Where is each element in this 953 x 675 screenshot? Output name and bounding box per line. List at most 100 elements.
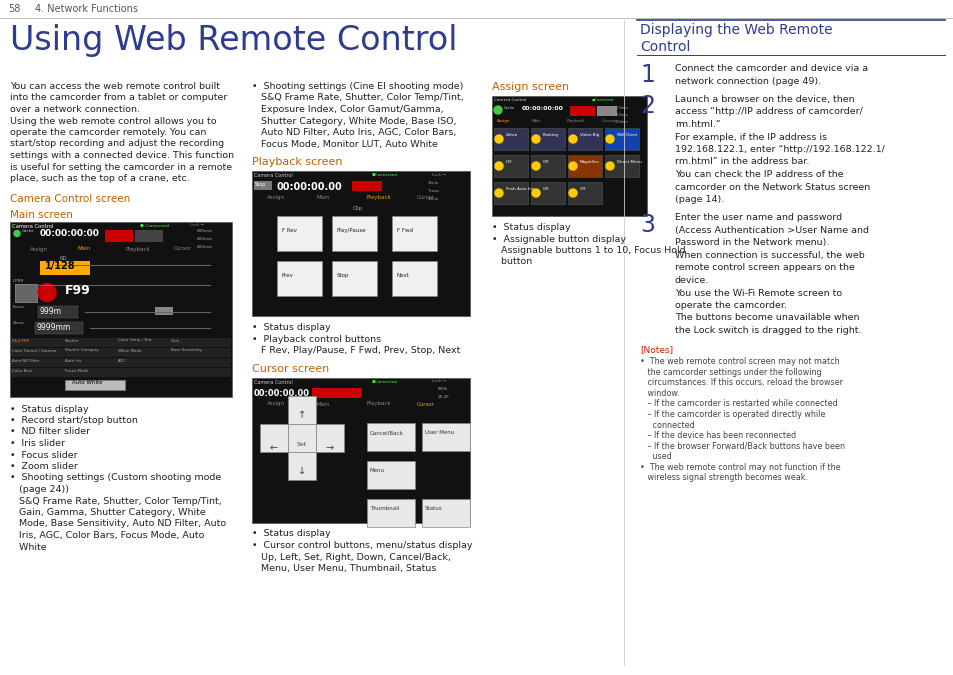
Text: •  Shooting settings (Cine EI shooting mode): • Shooting settings (Cine EI shooting mo…: [252, 82, 463, 91]
Bar: [11, 367, 231, 377]
Text: 600mm: 600mm: [196, 238, 213, 242]
Text: Auto ND Filter, Auto Iris, AGC, Color Bars,: Auto ND Filter, Auto Iris, AGC, Color Ba…: [252, 128, 456, 137]
Text: White Mode: White Mode: [118, 348, 141, 352]
Bar: [10, 221, 232, 396]
Text: Zebra: Zebra: [505, 133, 517, 137]
Text: Lock →: Lock →: [432, 379, 446, 383]
Text: 00:00:00:00: 00:00:00:00: [40, 230, 100, 238]
Text: •  Zoom slider: • Zoom slider: [10, 462, 78, 471]
Text: Playback: Playback: [367, 402, 392, 406]
Text: Main: Main: [78, 246, 91, 252]
Circle shape: [38, 284, 56, 302]
Text: remote control screen appears on the: remote control screen appears on the: [675, 263, 854, 273]
Bar: [135, 230, 163, 242]
Text: Shutter Category, White Mode, Base ISO,: Shutter Category, White Mode, Base ISO,: [252, 117, 456, 126]
Text: (Access Authentication >User Name and: (Access Authentication >User Name and: [675, 226, 868, 235]
Text: AGC: AGC: [118, 358, 126, 362]
Bar: [494, 155, 527, 177]
Text: Connect the camcorder and device via a: Connect the camcorder and device via a: [675, 64, 867, 73]
Text: 600mm: 600mm: [615, 106, 628, 110]
Text: Cursor: Cursor: [416, 195, 435, 200]
Text: Assign: Assign: [30, 246, 48, 252]
Bar: [597, 106, 617, 116]
Text: •  The web remote control screen may not match: • The web remote control screen may not …: [639, 358, 839, 367]
Text: Cache: Cache: [503, 106, 515, 110]
Bar: [253, 181, 272, 190]
Bar: [604, 155, 639, 177]
Bar: [352, 181, 381, 191]
Text: Displaying the Web Remote: Displaying the Web Remote: [639, 23, 832, 37]
Text: Playback screen: Playback screen: [252, 157, 342, 167]
Text: 58: 58: [8, 4, 20, 14]
Text: 192.168.122.1, enter “http://192.168.122.1/: 192.168.122.1, enter “http://192.168.122…: [675, 145, 884, 154]
Text: •  Playback control buttons: • Playback control buttons: [252, 335, 381, 344]
Text: operate the camcorder.: operate the camcorder.: [675, 301, 786, 310]
Text: 25.26: 25.26: [437, 396, 449, 400]
Text: Direct Menu: Direct Menu: [617, 160, 641, 164]
Bar: [252, 377, 470, 522]
Text: Playback: Playback: [367, 195, 392, 200]
Text: ↓: ↓: [297, 466, 306, 475]
Circle shape: [495, 135, 502, 143]
Text: over a network connection.: over a network connection.: [10, 105, 140, 114]
Text: Up, Left, Set, Right, Down, Cancel/Back,: Up, Left, Set, Right, Down, Cancel/Back,: [252, 553, 451, 562]
Text: Playback: Playback: [126, 246, 151, 252]
Text: Focus Mode: Focus Mode: [65, 369, 89, 373]
Text: 1/min: 1/min: [428, 181, 438, 185]
Bar: [367, 499, 415, 526]
Text: Off: Off: [579, 187, 586, 191]
Text: Focus Mode, Monitor LUT, Auto White: Focus Mode, Monitor LUT, Auto White: [252, 140, 437, 148]
Text: 3: 3: [639, 213, 655, 236]
Bar: [315, 423, 344, 452]
Text: Camera Control: Camera Control: [12, 223, 53, 229]
Bar: [288, 396, 315, 423]
Bar: [492, 96, 646, 216]
Text: Base Sensitivity: Base Sensitivity: [171, 348, 202, 352]
Bar: [11, 358, 231, 367]
Text: ●Connected: ●Connected: [592, 98, 614, 102]
Text: S&Q Frame Rate, Shutter, Color Temp/Tint,: S&Q Frame Rate, Shutter, Color Temp/Tint…: [252, 94, 463, 103]
Text: Off: Off: [505, 160, 512, 164]
Bar: [11, 348, 231, 356]
Text: ↑: ↑: [297, 410, 306, 419]
Text: 999m: 999m: [40, 308, 62, 317]
Text: Cursor: Cursor: [601, 119, 615, 123]
Text: Playback: Playback: [566, 119, 585, 123]
Text: Cursor: Cursor: [416, 402, 435, 406]
Text: used: used: [639, 452, 671, 461]
Text: ● Connected: ● Connected: [140, 223, 169, 227]
Text: Set: Set: [296, 441, 307, 446]
Bar: [567, 182, 601, 204]
Text: •  Focus slider: • Focus slider: [10, 450, 77, 460]
Text: When connection is successful, the web: When connection is successful, the web: [675, 251, 863, 260]
Text: Auto ND Filter: Auto ND Filter: [12, 358, 39, 362]
Text: 600mm: 600mm: [196, 230, 213, 234]
Text: •  The web remote control may not function if the: • The web remote control may not functio…: [639, 462, 840, 472]
Text: Push Auto Iris: Push Auto Iris: [505, 187, 534, 191]
Text: Cursor: Cursor: [173, 246, 192, 252]
Bar: [421, 423, 470, 450]
Bar: [531, 155, 564, 177]
Text: Main: Main: [316, 402, 330, 406]
Circle shape: [532, 162, 539, 170]
Circle shape: [568, 135, 577, 143]
Text: Lock →: Lock →: [190, 223, 204, 227]
Text: – If the camcorder is operated directly while: – If the camcorder is operated directly …: [639, 410, 824, 419]
Text: circumstances. If this occurs, reload the browser: circumstances. If this occurs, reload th…: [639, 379, 842, 387]
Text: operate the camcorder remotely. You can: operate the camcorder remotely. You can: [10, 128, 206, 137]
Bar: [494, 182, 527, 204]
Text: Stop: Stop: [254, 182, 266, 187]
Text: Gain: Gain: [171, 338, 180, 342]
Text: Cancel/Back: Cancel/Back: [370, 431, 403, 435]
Text: For example, if the IP address is: For example, if the IP address is: [675, 132, 826, 142]
Text: •  Status display: • Status display: [10, 404, 89, 414]
Text: Main: Main: [532, 119, 541, 123]
Bar: [332, 261, 376, 296]
Circle shape: [568, 162, 577, 170]
Text: Shutter Category: Shutter Category: [65, 348, 98, 352]
Text: [Notes]: [Notes]: [639, 346, 673, 354]
Bar: [35, 321, 83, 333]
Bar: [154, 306, 172, 315]
Text: connected: connected: [639, 421, 694, 429]
Text: access “http://IP address of camcorder/: access “http://IP address of camcorder/: [675, 107, 862, 117]
